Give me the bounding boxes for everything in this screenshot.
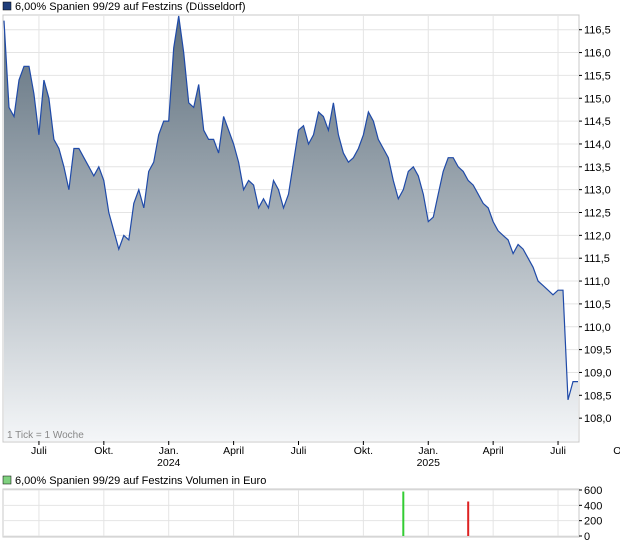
- main-y-tick-label: 111,0: [584, 276, 610, 288]
- main-x-tick-label: Okt.: [94, 445, 113, 457]
- main-y-tick-label: 116,5: [584, 25, 611, 37]
- volume-grid: [4, 489, 578, 537]
- main-y-tick-label: 112,5: [584, 208, 611, 220]
- main-y-tick-label: 109,0: [584, 367, 612, 379]
- main-x-tick-label: Juli: [550, 445, 566, 457]
- main-x-tick-label: April: [483, 445, 504, 457]
- main-y-tick-label: 115,5: [584, 70, 611, 82]
- volume-y-axis: 600 400 200 0: [579, 485, 602, 543]
- main-x-year-label: 2024: [157, 457, 181, 469]
- main-y-tick-label: 111,5: [584, 253, 610, 265]
- tick-note: 1 Tick = 1 Woche: [7, 430, 84, 441]
- main-x-tick-label: Jan.: [159, 445, 179, 457]
- main-y-tick-label: 115,0: [584, 93, 611, 105]
- volume-y-tick-label: 400: [584, 500, 602, 512]
- main-x-tick-label: Juli: [31, 445, 47, 457]
- volume-y-tick-label: 0: [584, 531, 590, 543]
- main-y-tick-label: 112,0: [584, 230, 611, 242]
- main-x-tick-label: Okt.: [354, 445, 373, 457]
- main-y-tick-label: 108,0: [584, 413, 612, 425]
- price-line: [3, 15, 578, 401]
- main-y-tick-label: 108,5: [584, 390, 612, 402]
- main-x-tick-label: Okt.: [613, 445, 620, 457]
- main-chart-title: 6,00% Spanien 99/29 auf Festzins (Düssel…: [15, 1, 246, 13]
- volume-y-tick-label: 600: [584, 485, 602, 497]
- volume-y-tick-label: 200: [584, 516, 602, 528]
- main-y-tick-label: 116,0: [584, 48, 611, 60]
- main-y-tick-label: 109,5: [584, 345, 612, 357]
- volume-plot-frame: [2, 488, 580, 538]
- main-x-tick-label: Juli: [291, 445, 307, 457]
- volume-legend-swatch: [2, 475, 12, 485]
- main-y-tick-label: 110,5: [584, 299, 611, 311]
- volume-chart-title: 6,00% Spanien 99/29 auf Festzins Volumen…: [15, 475, 266, 487]
- volume-bars: [402, 491, 470, 536]
- main-x-tick-label: April: [223, 445, 244, 457]
- price-area: [4, 16, 578, 441]
- main-legend-swatch: [2, 1, 12, 11]
- main-y-axis: 116,5 116,0 115,5 115,0 114,5 114,0 113,5 113,0…: [579, 25, 612, 425]
- main-y-tick-label: 113,0: [584, 185, 611, 197]
- main-y-tick-label: 114,5: [584, 116, 611, 128]
- volume-bar: [402, 491, 405, 536]
- main-y-tick-label: 110,0: [584, 322, 611, 334]
- main-x-tick-label: Jan.: [418, 445, 438, 457]
- main-y-tick-label: 113,5: [584, 162, 611, 174]
- main-y-tick-label: 114,0: [584, 139, 611, 151]
- volume-bar: [467, 501, 470, 536]
- main-x-year-label: 2025: [417, 457, 441, 469]
